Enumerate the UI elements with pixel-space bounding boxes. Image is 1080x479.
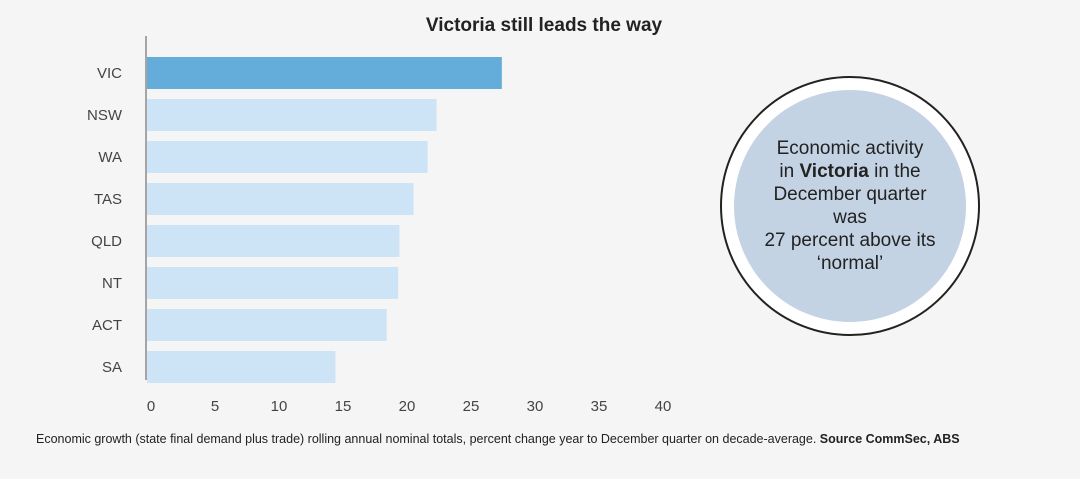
callout-line-2-post: in the — [868, 161, 921, 182]
chart-title: Victoria still leads the way — [426, 15, 663, 36]
footnote-text: Economic growth (state final demand plus… — [36, 432, 820, 446]
category-label-act: ACT — [92, 317, 122, 334]
callout-line-2-pre: in — [779, 161, 800, 182]
category-label-nt: NT — [102, 275, 122, 292]
category-labels: VIC NSW WA TAS QLD NT ACT SA — [87, 65, 123, 376]
callout-line-4: 27 percent above its — [764, 230, 936, 251]
bar-nsw — [147, 99, 437, 131]
x-tick-label-10: 10 — [271, 398, 288, 415]
x-tick-label-0: 0 — [147, 398, 155, 415]
bar-wa — [147, 141, 428, 173]
callout-line-3: December quarter was — [773, 184, 927, 228]
callout-circle: Economic activity in Victoria in the Dec… — [720, 76, 980, 336]
x-tick-label-15: 15 — [335, 398, 352, 415]
category-label-vic: VIC — [97, 65, 122, 82]
footnote: Economic growth (state final demand plus… — [36, 432, 1046, 446]
x-tick-label-40: 40 — [655, 398, 672, 415]
callout-line-2-bold: Victoria — [799, 161, 869, 182]
bar-vic — [147, 57, 502, 89]
bar-sa — [147, 351, 336, 383]
x-tick-label-20: 20 — [399, 398, 416, 415]
bars-group — [147, 57, 502, 383]
category-label-qld: QLD — [91, 233, 122, 250]
bar-qld — [147, 225, 400, 257]
footnote-source: Source CommSec, ABS — [819, 432, 960, 446]
x-tick-label-5: 5 — [211, 398, 219, 415]
category-label-wa: WA — [98, 149, 122, 166]
bar-tas — [147, 183, 414, 215]
bar-act — [147, 309, 387, 341]
x-axis-ticks: 0 5 10 15 20 25 30 35 40 — [147, 398, 672, 415]
category-label-nsw: NSW — [87, 107, 123, 124]
x-tick-label-25: 25 — [463, 398, 480, 415]
x-tick-label-35: 35 — [591, 398, 608, 415]
category-label-tas: TAS — [94, 191, 122, 208]
bar-nt — [147, 267, 399, 299]
callout-text: Economic activity in Victoria in the Dec… — [760, 137, 940, 275]
x-tick-label-30: 30 — [527, 398, 544, 415]
callout-line-1: Economic activity — [776, 138, 924, 159]
callout-inner-circle: Economic activity in Victoria in the Dec… — [734, 90, 966, 322]
callout-line-5: ‘normal’ — [816, 253, 884, 274]
category-label-sa: SA — [102, 359, 122, 376]
